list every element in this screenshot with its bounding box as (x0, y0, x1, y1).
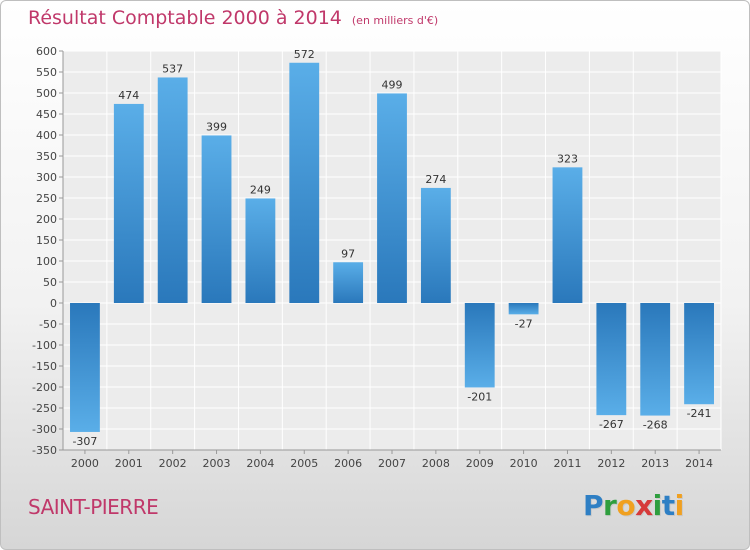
logo-letter: o (616, 489, 636, 522)
y-tick-label: -350 (32, 444, 57, 457)
logo-letter: x (635, 489, 653, 522)
y-tick-label: -100 (32, 339, 57, 352)
y-tick-label: 350 (36, 150, 57, 163)
bar (113, 103, 144, 303)
y-tick-label: 500 (36, 87, 57, 100)
y-tick-label: -50 (39, 318, 57, 331)
y-tick-label: 100 (36, 255, 57, 268)
data-label: -201 (467, 390, 492, 403)
y-tick-label: 50 (43, 276, 57, 289)
bar (377, 93, 407, 303)
bar (201, 135, 232, 303)
y-tick-label: -150 (32, 360, 57, 373)
data-label: -307 (72, 435, 97, 448)
x-tick-label: 2005 (290, 457, 318, 470)
y-tick-label: 150 (36, 234, 57, 247)
x-tick-label: 2002 (159, 457, 187, 470)
bar (420, 187, 451, 303)
y-tick-label: 550 (36, 66, 57, 79)
bar (508, 303, 539, 315)
bar (464, 303, 495, 388)
x-tick-label: 2011 (553, 457, 581, 470)
data-label: -241 (687, 407, 712, 420)
logo-letter: t (661, 489, 675, 522)
data-label: 399 (206, 120, 227, 133)
bar (333, 262, 364, 303)
bar (70, 303, 100, 432)
proxiti-logo: Proxiti (583, 489, 684, 522)
bar (157, 77, 188, 304)
y-tick-label: -250 (32, 402, 57, 415)
data-label: 97 (341, 247, 355, 260)
data-label: -267 (599, 418, 624, 431)
y-tick-label: 300 (36, 171, 57, 184)
x-tick-label: 2000 (71, 457, 99, 470)
x-tick-label: 2014 (685, 457, 713, 470)
y-tick-label: 450 (36, 108, 57, 121)
data-label: 499 (382, 78, 403, 91)
bar (596, 303, 627, 416)
y-tick-label: -300 (32, 423, 57, 436)
bar (552, 167, 583, 303)
y-tick-label: -200 (32, 381, 57, 394)
x-tick-label: 2010 (510, 457, 538, 470)
data-label: 249 (250, 183, 271, 196)
y-tick-label: 0 (50, 297, 57, 310)
logo-letter: r (603, 489, 617, 522)
data-label: -268 (643, 419, 668, 432)
x-tick-label: 2001 (115, 457, 143, 470)
data-label: 572 (294, 48, 315, 61)
logo-letter: i (652, 489, 663, 522)
x-tick-label: 2008 (422, 457, 450, 470)
y-tick-label: 200 (36, 213, 57, 226)
bar (289, 62, 320, 304)
data-label: -27 (515, 317, 533, 330)
bar (640, 303, 671, 416)
chart-title-block: Résultat Comptable 2000 à 2014 (en millie… (28, 7, 438, 29)
x-tick-label: 2003 (203, 457, 231, 470)
data-label: 474 (118, 89, 139, 102)
y-tick-label: 250 (36, 192, 57, 205)
bar (245, 198, 276, 303)
chart-subtitle: (en milliers d'€) (351, 14, 439, 27)
x-tick-label: 2007 (378, 457, 406, 470)
data-label: 537 (162, 62, 183, 75)
logo-letter: i (674, 489, 685, 522)
data-label: 323 (557, 152, 578, 165)
chart-title: Résultat Comptable 2000 à 2014 (28, 7, 342, 29)
logo-letter: P (583, 489, 604, 522)
y-tick-label: 600 (36, 45, 57, 58)
x-tick-label: 2009 (466, 457, 494, 470)
x-tick-label: 2013 (641, 457, 669, 470)
bar (684, 303, 714, 405)
y-tick-label: 400 (36, 129, 57, 142)
data-label: 274 (425, 173, 446, 186)
place-name: SAINT-PIERRE (28, 495, 159, 519)
x-tick-label: 2012 (597, 457, 625, 470)
x-tick-label: 2004 (246, 457, 274, 470)
x-tick-label: 2006 (334, 457, 362, 470)
